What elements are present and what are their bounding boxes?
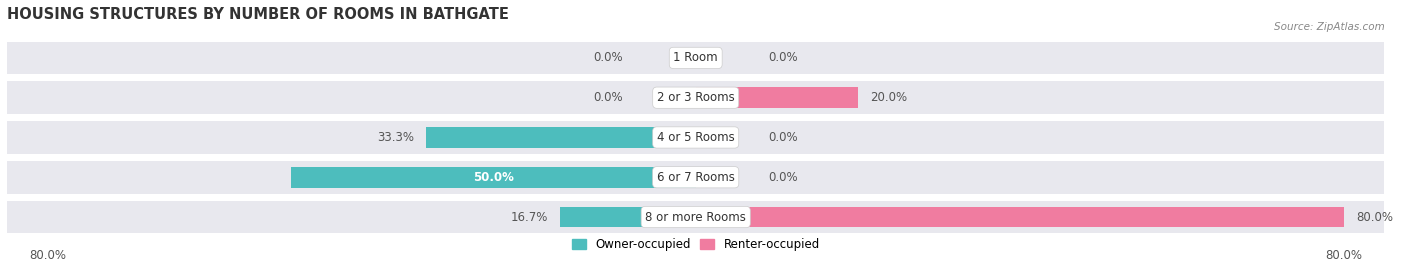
- Text: 33.3%: 33.3%: [377, 131, 413, 144]
- Text: 50.0%: 50.0%: [472, 171, 513, 184]
- Text: 6 or 7 Rooms: 6 or 7 Rooms: [657, 171, 735, 184]
- Bar: [7, 42, 1385, 74]
- Bar: [7, 201, 1385, 233]
- Text: 4 or 5 Rooms: 4 or 5 Rooms: [657, 131, 734, 144]
- Text: 2 or 3 Rooms: 2 or 3 Rooms: [657, 91, 734, 104]
- Text: 0.0%: 0.0%: [593, 51, 623, 64]
- Legend: Owner-occupied, Renter-occupied: Owner-occupied, Renter-occupied: [567, 234, 825, 256]
- Bar: [696, 87, 858, 108]
- Bar: [291, 167, 696, 187]
- Bar: [696, 207, 1344, 227]
- Text: 1 Room: 1 Room: [673, 51, 718, 64]
- Text: 16.7%: 16.7%: [510, 211, 548, 224]
- Text: 20.0%: 20.0%: [870, 91, 907, 104]
- Bar: [426, 127, 696, 148]
- Text: 0.0%: 0.0%: [769, 51, 799, 64]
- Text: Source: ZipAtlas.com: Source: ZipAtlas.com: [1274, 22, 1385, 31]
- Bar: [7, 121, 1385, 154]
- Bar: [7, 82, 1385, 114]
- Text: 8 or more Rooms: 8 or more Rooms: [645, 211, 747, 224]
- Text: HOUSING STRUCTURES BY NUMBER OF ROOMS IN BATHGATE: HOUSING STRUCTURES BY NUMBER OF ROOMS IN…: [7, 7, 509, 22]
- Text: 80.0%: 80.0%: [1357, 211, 1393, 224]
- Bar: [7, 161, 1385, 194]
- Text: 0.0%: 0.0%: [769, 171, 799, 184]
- Text: 0.0%: 0.0%: [769, 131, 799, 144]
- Text: 0.0%: 0.0%: [593, 91, 623, 104]
- Bar: [561, 207, 696, 227]
